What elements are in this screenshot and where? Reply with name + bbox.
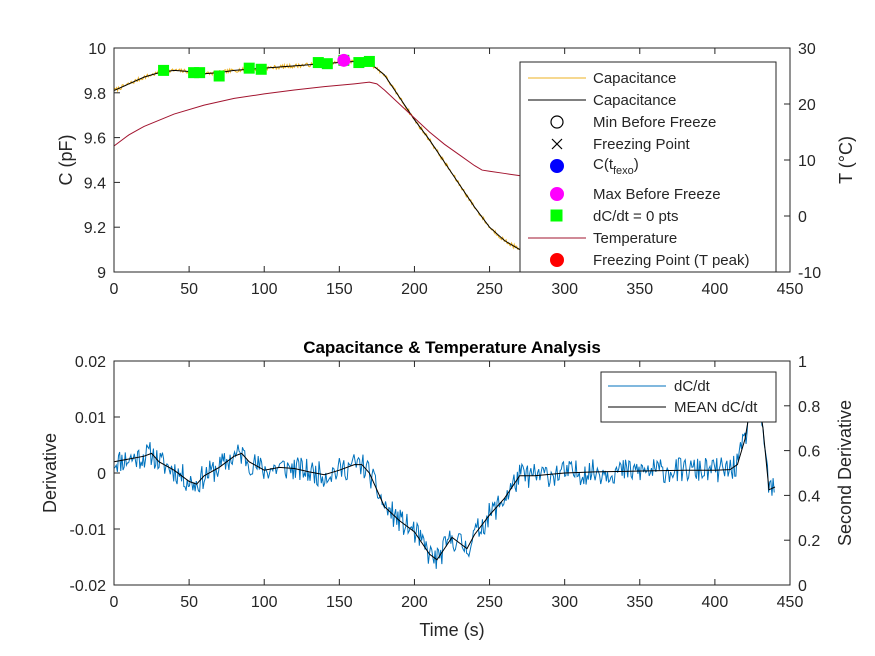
zero-derivative-point bbox=[353, 57, 365, 69]
zero-derivative-point bbox=[188, 67, 200, 79]
top-y-right-tick-label: -10 bbox=[798, 265, 821, 282]
capacitance-x-ticks: 0 50 100 150 200 250 300 350 400 450 bbox=[110, 48, 804, 298]
derivative-y-label: Derivative bbox=[40, 433, 60, 513]
derivative-legend: dC/dt MEAN dC/dt bbox=[600, 371, 777, 423]
bot-x-tick-label: 150 bbox=[326, 594, 353, 611]
top-y-right-tick-label: 20 bbox=[798, 97, 816, 114]
top-y-tick-label: 9.4 bbox=[84, 175, 106, 192]
zero-derivative-point bbox=[243, 62, 255, 74]
bot-y-tick-label: 0.02 bbox=[75, 354, 106, 371]
bot-y-tick-label: -0.01 bbox=[70, 522, 107, 539]
bot-x-tick-label: 50 bbox=[180, 594, 198, 611]
legend-swatch-c-t-fexo bbox=[550, 159, 564, 173]
legend-label-temperature: Temperature bbox=[593, 230, 677, 247]
capacitance-y-label: C (pF) bbox=[56, 135, 76, 186]
derivative-chart-title: Capacitance & Temperature Analysis bbox=[303, 338, 601, 357]
top-y-right-tick-label: 10 bbox=[798, 153, 816, 170]
bot-x-tick-label: 250 bbox=[476, 594, 503, 611]
legend-label-max-before-freeze: Max Before Freeze bbox=[593, 186, 721, 203]
top-x-tick-label: 350 bbox=[626, 281, 653, 298]
second-derivative-y-label: Second Derivative bbox=[835, 400, 855, 546]
legend-swatch-zero-derivative-points bbox=[550, 209, 563, 222]
bot-y-right-tick-label: 0.4 bbox=[798, 488, 820, 505]
top-x-tick-label: 150 bbox=[326, 281, 353, 298]
top-y-tick-label: 9.8 bbox=[84, 86, 106, 103]
top-y-tick-label: 9 bbox=[97, 265, 106, 282]
derivative-legend-box bbox=[600, 371, 777, 423]
series-line-dc-dt bbox=[114, 376, 775, 569]
zero-derivative-point bbox=[312, 57, 324, 69]
derivative-series-layer bbox=[114, 376, 776, 569]
top-x-tick-label: 100 bbox=[251, 281, 278, 298]
derivative-axes: Capacitance & Temperature Analysis 0 50 10… bbox=[40, 338, 855, 640]
capacitance-marker-layer bbox=[158, 53, 375, 82]
top-y-tick-label: 9.2 bbox=[84, 220, 106, 237]
top-y-right-tick-label: 30 bbox=[798, 41, 816, 58]
bot-y-tick-label: -0.02 bbox=[70, 578, 107, 595]
derivative-axes-box bbox=[113, 360, 791, 586]
capacitance-axes-box bbox=[113, 47, 791, 273]
derivative-x-ticks: 0 50 100 150 200 250 300 350 400 450 bbox=[110, 361, 804, 611]
temperature-y-label: T (°C) bbox=[836, 136, 856, 184]
legend-label-capacitance-smooth: Capacitance bbox=[593, 92, 676, 109]
top-x-tick-label: 0 bbox=[110, 281, 119, 298]
bot-y-right-tick-label: 0 bbox=[798, 578, 807, 595]
bot-x-tick-label: 450 bbox=[777, 594, 804, 611]
bot-y-right-tick-label: 0.2 bbox=[798, 533, 820, 550]
legend-label-mean-dc-dt: MEAN dC/dt bbox=[674, 399, 758, 416]
bot-x-tick-label: 200 bbox=[401, 594, 428, 611]
capacitance-legend: Capacitance Capacitance Min Before Freez… bbox=[519, 61, 777, 273]
top-x-tick-label: 400 bbox=[702, 281, 729, 298]
capacitance-y-ticks: 9 9.2 9.4 9.6 9.8 10 bbox=[84, 41, 120, 282]
bot-x-tick-label: 100 bbox=[251, 594, 278, 611]
legend-label-c-t-fexo: C(tfexo) bbox=[593, 156, 639, 177]
top-x-tick-label: 250 bbox=[476, 281, 503, 298]
top-x-tick-label: 450 bbox=[777, 281, 804, 298]
top-y-tick-label: 9.6 bbox=[84, 131, 106, 148]
legend-label-min-before-freeze: Min Before Freeze bbox=[593, 114, 716, 131]
second-derivative-y-ticks: 0 0.2 0.4 0.6 0.8 1 bbox=[784, 354, 820, 595]
legend-swatch-max-before-freeze bbox=[550, 187, 564, 201]
bot-y-tick-label: 0.01 bbox=[75, 410, 106, 427]
top-x-tick-label: 200 bbox=[401, 281, 428, 298]
bot-y-right-tick-label: 1 bbox=[798, 354, 807, 371]
top-y-tick-label: 10 bbox=[88, 41, 106, 58]
zero-derivative-point bbox=[213, 70, 225, 82]
bot-x-tick-label: 0 bbox=[110, 594, 119, 611]
bot-x-tick-label: 400 bbox=[702, 594, 729, 611]
bot-y-right-tick-label: 0.6 bbox=[798, 444, 820, 461]
legend-label-capacitance-raw: Capacitance bbox=[593, 70, 676, 87]
bot-y-tick-label: 0 bbox=[97, 466, 106, 483]
legend-swatch-freezing-point bbox=[551, 138, 563, 150]
zero-derivative-point bbox=[194, 67, 206, 79]
max-before-freeze-point bbox=[337, 53, 351, 67]
capacitance-axes: 0 50 100 150 200 250 300 350 400 450 99.29.49.69.… bbox=[56, 41, 856, 298]
legend-swatch-freezing-point-t-peak bbox=[550, 253, 564, 267]
legend-swatch-min-before-freeze bbox=[550, 115, 564, 129]
legend-label-freezing-point: Freezing Point bbox=[593, 136, 691, 153]
zero-derivative-point bbox=[363, 55, 375, 67]
top-x-tick-label: 300 bbox=[551, 281, 578, 298]
zero-derivative-point bbox=[321, 58, 333, 70]
bot-y-right-tick-label: 0.8 bbox=[798, 399, 820, 416]
zero-derivative-point bbox=[158, 64, 170, 76]
legend-label-dc-dt: dC/dt bbox=[674, 378, 711, 395]
bot-x-tick-label: 300 bbox=[551, 594, 578, 611]
zero-derivative-point bbox=[255, 63, 267, 75]
series-line-mean-dc-dt bbox=[114, 381, 776, 561]
legend-label-zero-derivative-points: dC/dt = 0 pts bbox=[593, 208, 678, 225]
top-y-right-tick-label: 0 bbox=[798, 209, 807, 226]
top-x-tick-label: 50 bbox=[180, 281, 198, 298]
derivative-y-ticks: -0.02 -0.01 0 0.01 0.02 bbox=[70, 354, 120, 595]
legend-label-freezing-point-t-peak: Freezing Point (T peak) bbox=[593, 252, 749, 269]
bot-x-tick-label: 350 bbox=[626, 594, 653, 611]
series-line-temperature bbox=[114, 81, 528, 178]
time-x-label: Time (s) bbox=[419, 620, 484, 640]
